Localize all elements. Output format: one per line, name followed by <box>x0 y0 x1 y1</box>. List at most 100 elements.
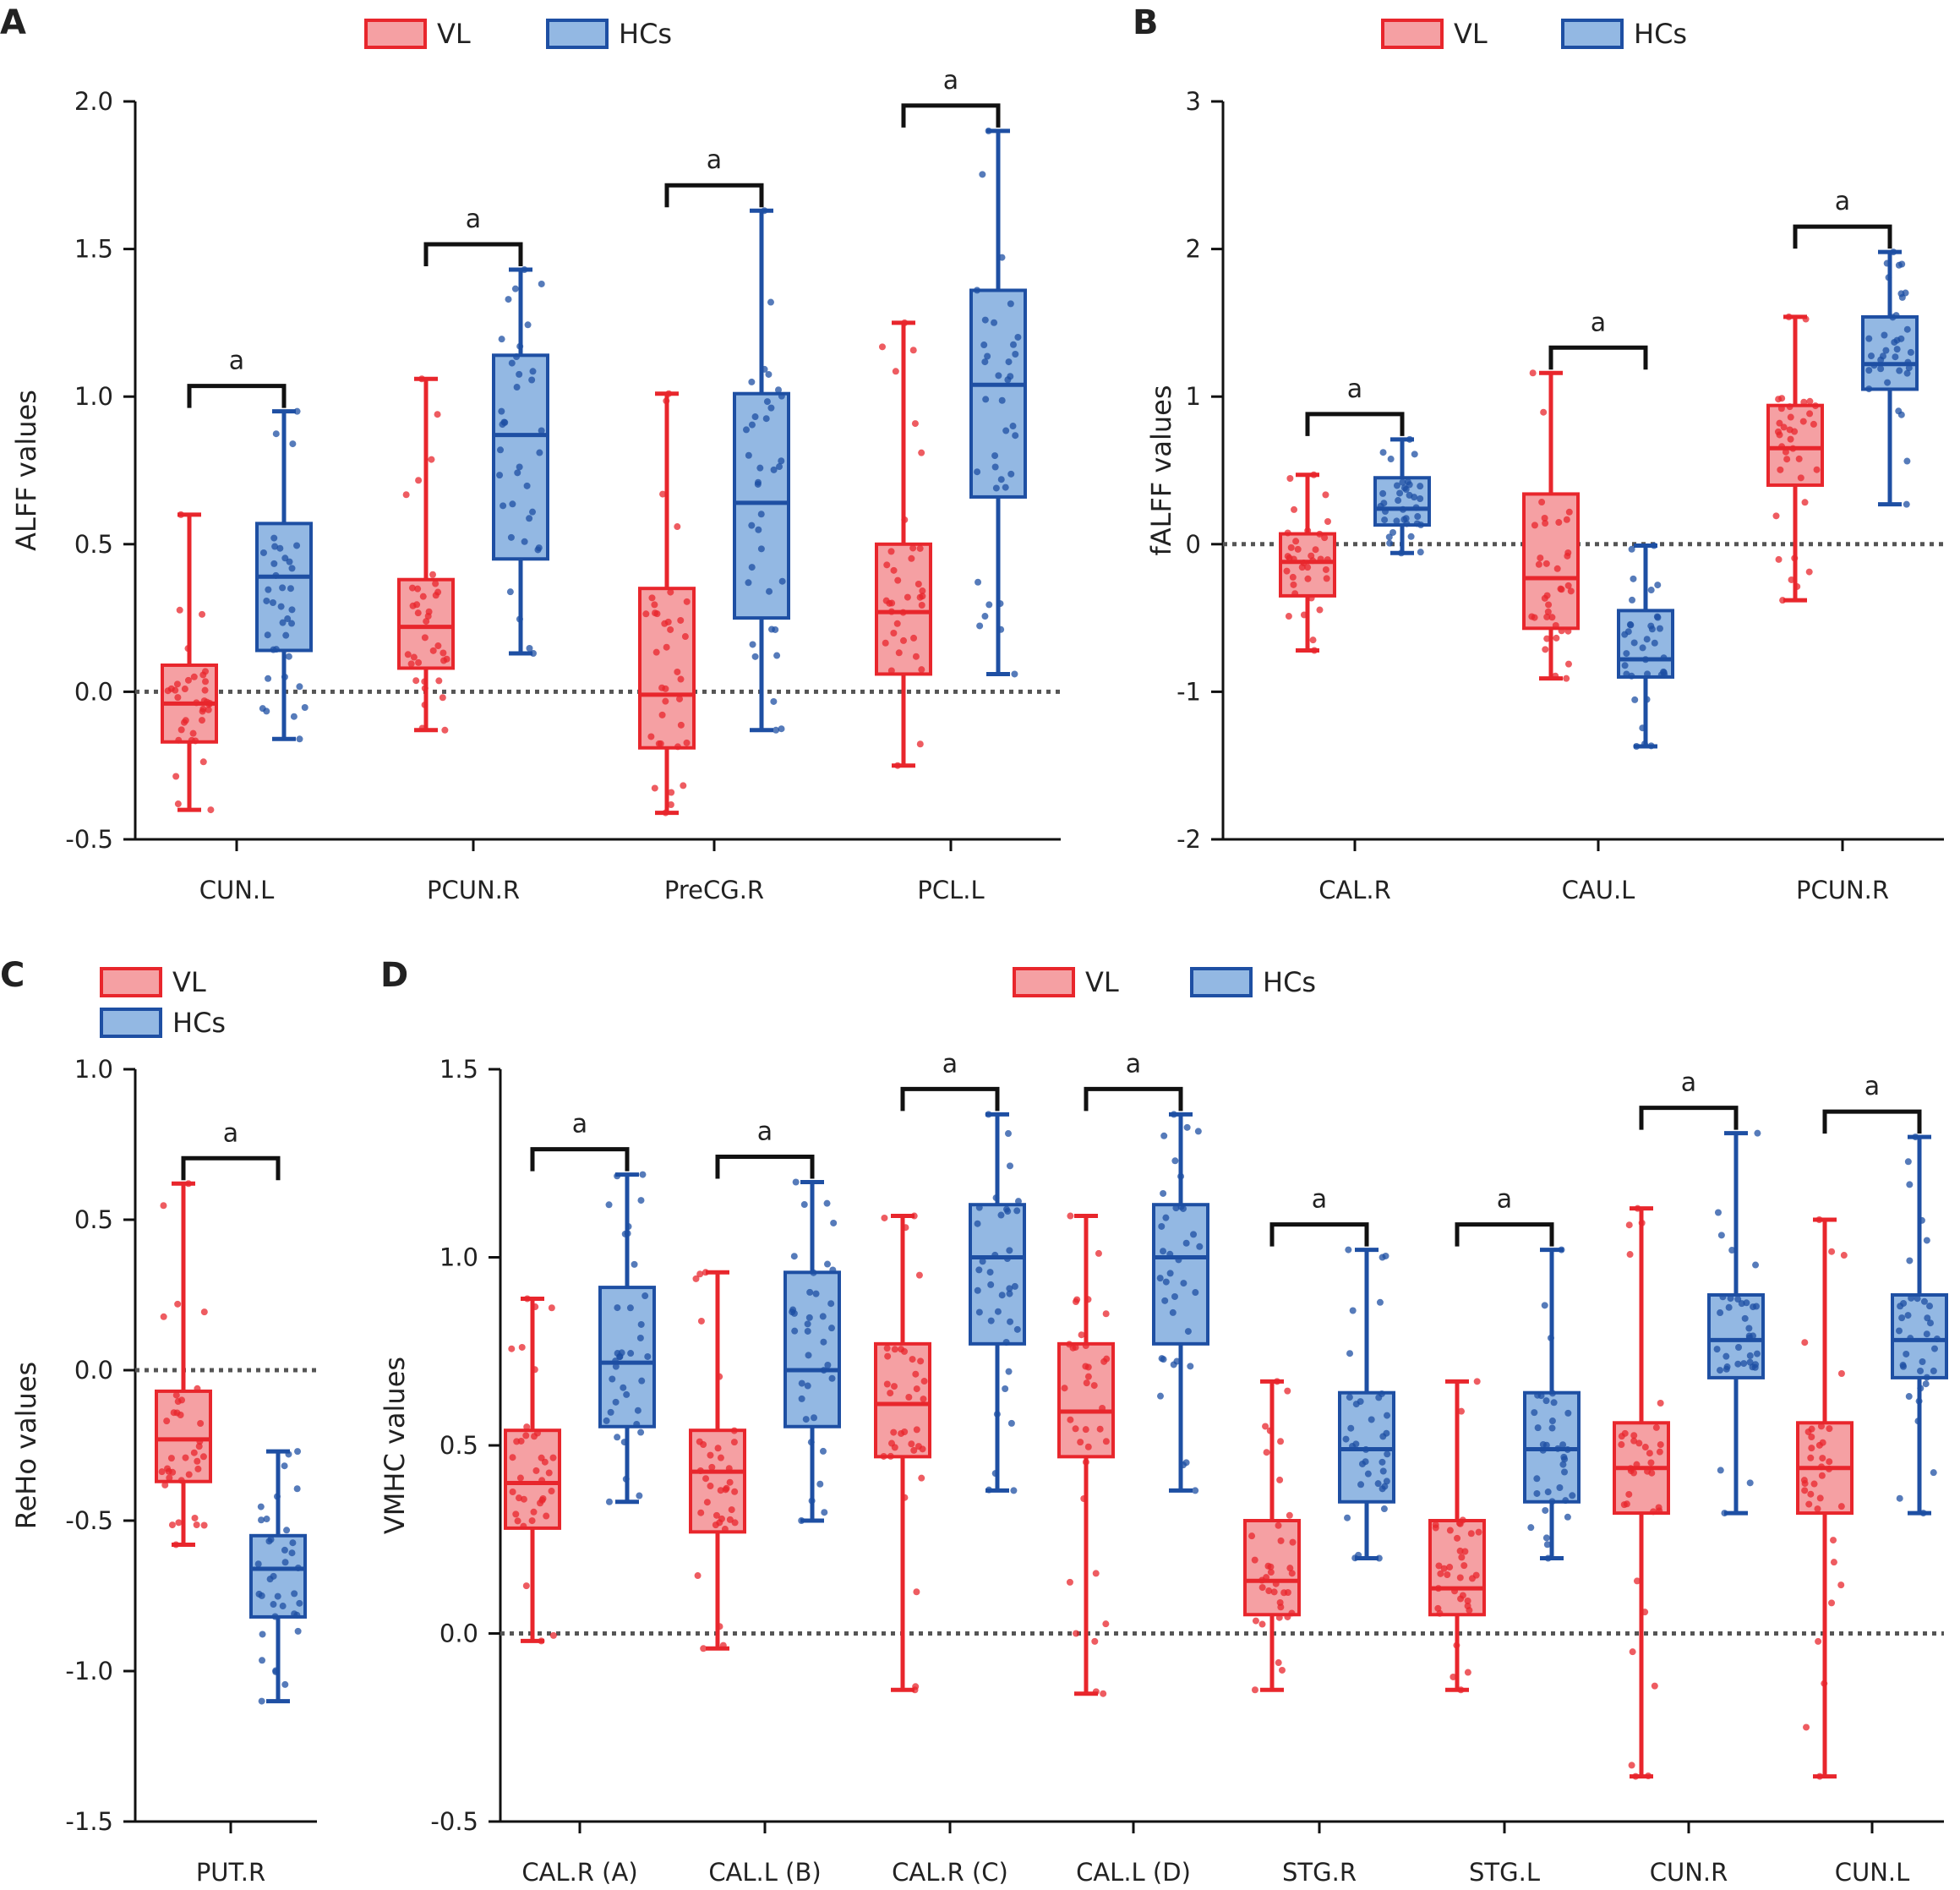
data-point <box>811 1414 818 1422</box>
data-point <box>757 545 765 553</box>
y-axis-label: VMHC values <box>379 1357 411 1534</box>
y-tick-label: 0.5 <box>74 1205 113 1234</box>
data-point <box>1626 1251 1634 1259</box>
data-point <box>1867 352 1875 360</box>
data-point <box>1007 470 1015 478</box>
data-point <box>1819 1439 1826 1446</box>
data-point <box>1100 1690 1107 1697</box>
legend-swatch-vl <box>1013 967 1075 997</box>
box-hcs <box>1707 1129 1765 1517</box>
data-point <box>281 673 288 680</box>
data-point <box>1548 1418 1556 1425</box>
data-point <box>1066 1341 1073 1348</box>
data-point <box>255 1590 263 1598</box>
data-point <box>1311 647 1318 654</box>
data-point <box>763 398 771 406</box>
data-point <box>807 1439 815 1446</box>
data-point <box>279 1603 287 1610</box>
panel-letter: D <box>380 956 408 995</box>
data-point <box>1803 1723 1810 1731</box>
data-point <box>177 511 185 518</box>
data-point <box>516 370 523 378</box>
data-point <box>908 1440 915 1448</box>
data-point <box>296 683 303 691</box>
legend-label-hcs: HCs <box>1634 18 1687 50</box>
box-hcs <box>255 407 313 743</box>
data-point <box>1896 367 1903 374</box>
data-point <box>1262 1423 1269 1430</box>
data-point <box>205 706 212 713</box>
data-point <box>1082 1342 1089 1350</box>
data-point <box>800 1201 808 1209</box>
panel-d: D VL HCs -0.5 0.0 0.5 1.0 1.5 VMHC values CAL.R (… <box>379 956 1948 1887</box>
category-group: PCUN.R a <box>1766 187 1919 904</box>
data-point <box>1446 1527 1454 1534</box>
data-point <box>1805 568 1813 576</box>
data-point <box>167 1455 175 1462</box>
data-point <box>620 1439 628 1446</box>
data-point <box>1473 1378 1481 1385</box>
data-point <box>1527 1524 1535 1532</box>
data-point <box>1753 1350 1761 1357</box>
data-point <box>408 584 416 592</box>
data-point <box>667 625 674 633</box>
data-point <box>778 392 785 400</box>
y-tick-label: -0.5 <box>65 1506 113 1535</box>
y-axis-label: ALFF values <box>10 390 42 551</box>
data-point <box>904 593 911 601</box>
data-point <box>742 426 750 434</box>
data-point <box>812 1290 820 1297</box>
legend-label-hcs: HCs <box>1263 966 1316 998</box>
significance-label: a <box>943 66 958 96</box>
data-point <box>798 1379 805 1387</box>
data-point <box>1291 505 1298 513</box>
data-point <box>207 806 215 814</box>
data-point <box>912 1683 920 1691</box>
data-point <box>1567 587 1575 595</box>
data-point <box>917 1357 925 1365</box>
data-point <box>776 463 783 471</box>
data-point <box>700 1440 707 1448</box>
data-point <box>1548 1424 1556 1432</box>
data-point <box>1002 427 1010 434</box>
data-point <box>1630 639 1638 647</box>
box-hcs <box>492 266 549 658</box>
data-point <box>1788 576 1795 583</box>
data-point <box>270 1601 277 1609</box>
data-point <box>263 707 270 715</box>
data-point <box>1919 1358 1926 1366</box>
box-vl <box>397 375 455 734</box>
box-iqr <box>1766 403 1824 487</box>
data-point <box>1647 622 1655 630</box>
data-point <box>992 1194 1000 1202</box>
legend-swatch-hcs <box>546 19 609 49</box>
data-point <box>1657 1441 1664 1449</box>
data-point <box>414 609 422 617</box>
data-point <box>751 653 759 660</box>
data-point <box>1723 1352 1730 1360</box>
data-point <box>161 1481 169 1489</box>
data-point <box>1904 1158 1912 1166</box>
data-point <box>285 653 292 660</box>
data-point <box>412 677 420 685</box>
data-point <box>500 502 507 510</box>
data-point <box>530 1508 538 1516</box>
data-point <box>1531 1409 1538 1417</box>
data-point <box>1564 627 1572 635</box>
category-group: PUT.R a <box>155 1118 307 1887</box>
data-point <box>548 1488 555 1495</box>
data-point <box>761 365 768 373</box>
data-point <box>529 650 537 658</box>
data-point <box>714 1445 722 1452</box>
data-point <box>609 1375 616 1383</box>
data-point <box>1914 1418 1922 1425</box>
significance-label: a <box>1347 374 1362 404</box>
data-point <box>498 407 505 415</box>
data-point <box>766 587 773 595</box>
data-point <box>439 694 446 702</box>
data-point <box>1923 1237 1930 1244</box>
data-point <box>1643 636 1651 643</box>
data-point <box>1100 1357 1108 1365</box>
box-iqr <box>598 1286 656 1428</box>
data-points <box>974 1111 1022 1494</box>
